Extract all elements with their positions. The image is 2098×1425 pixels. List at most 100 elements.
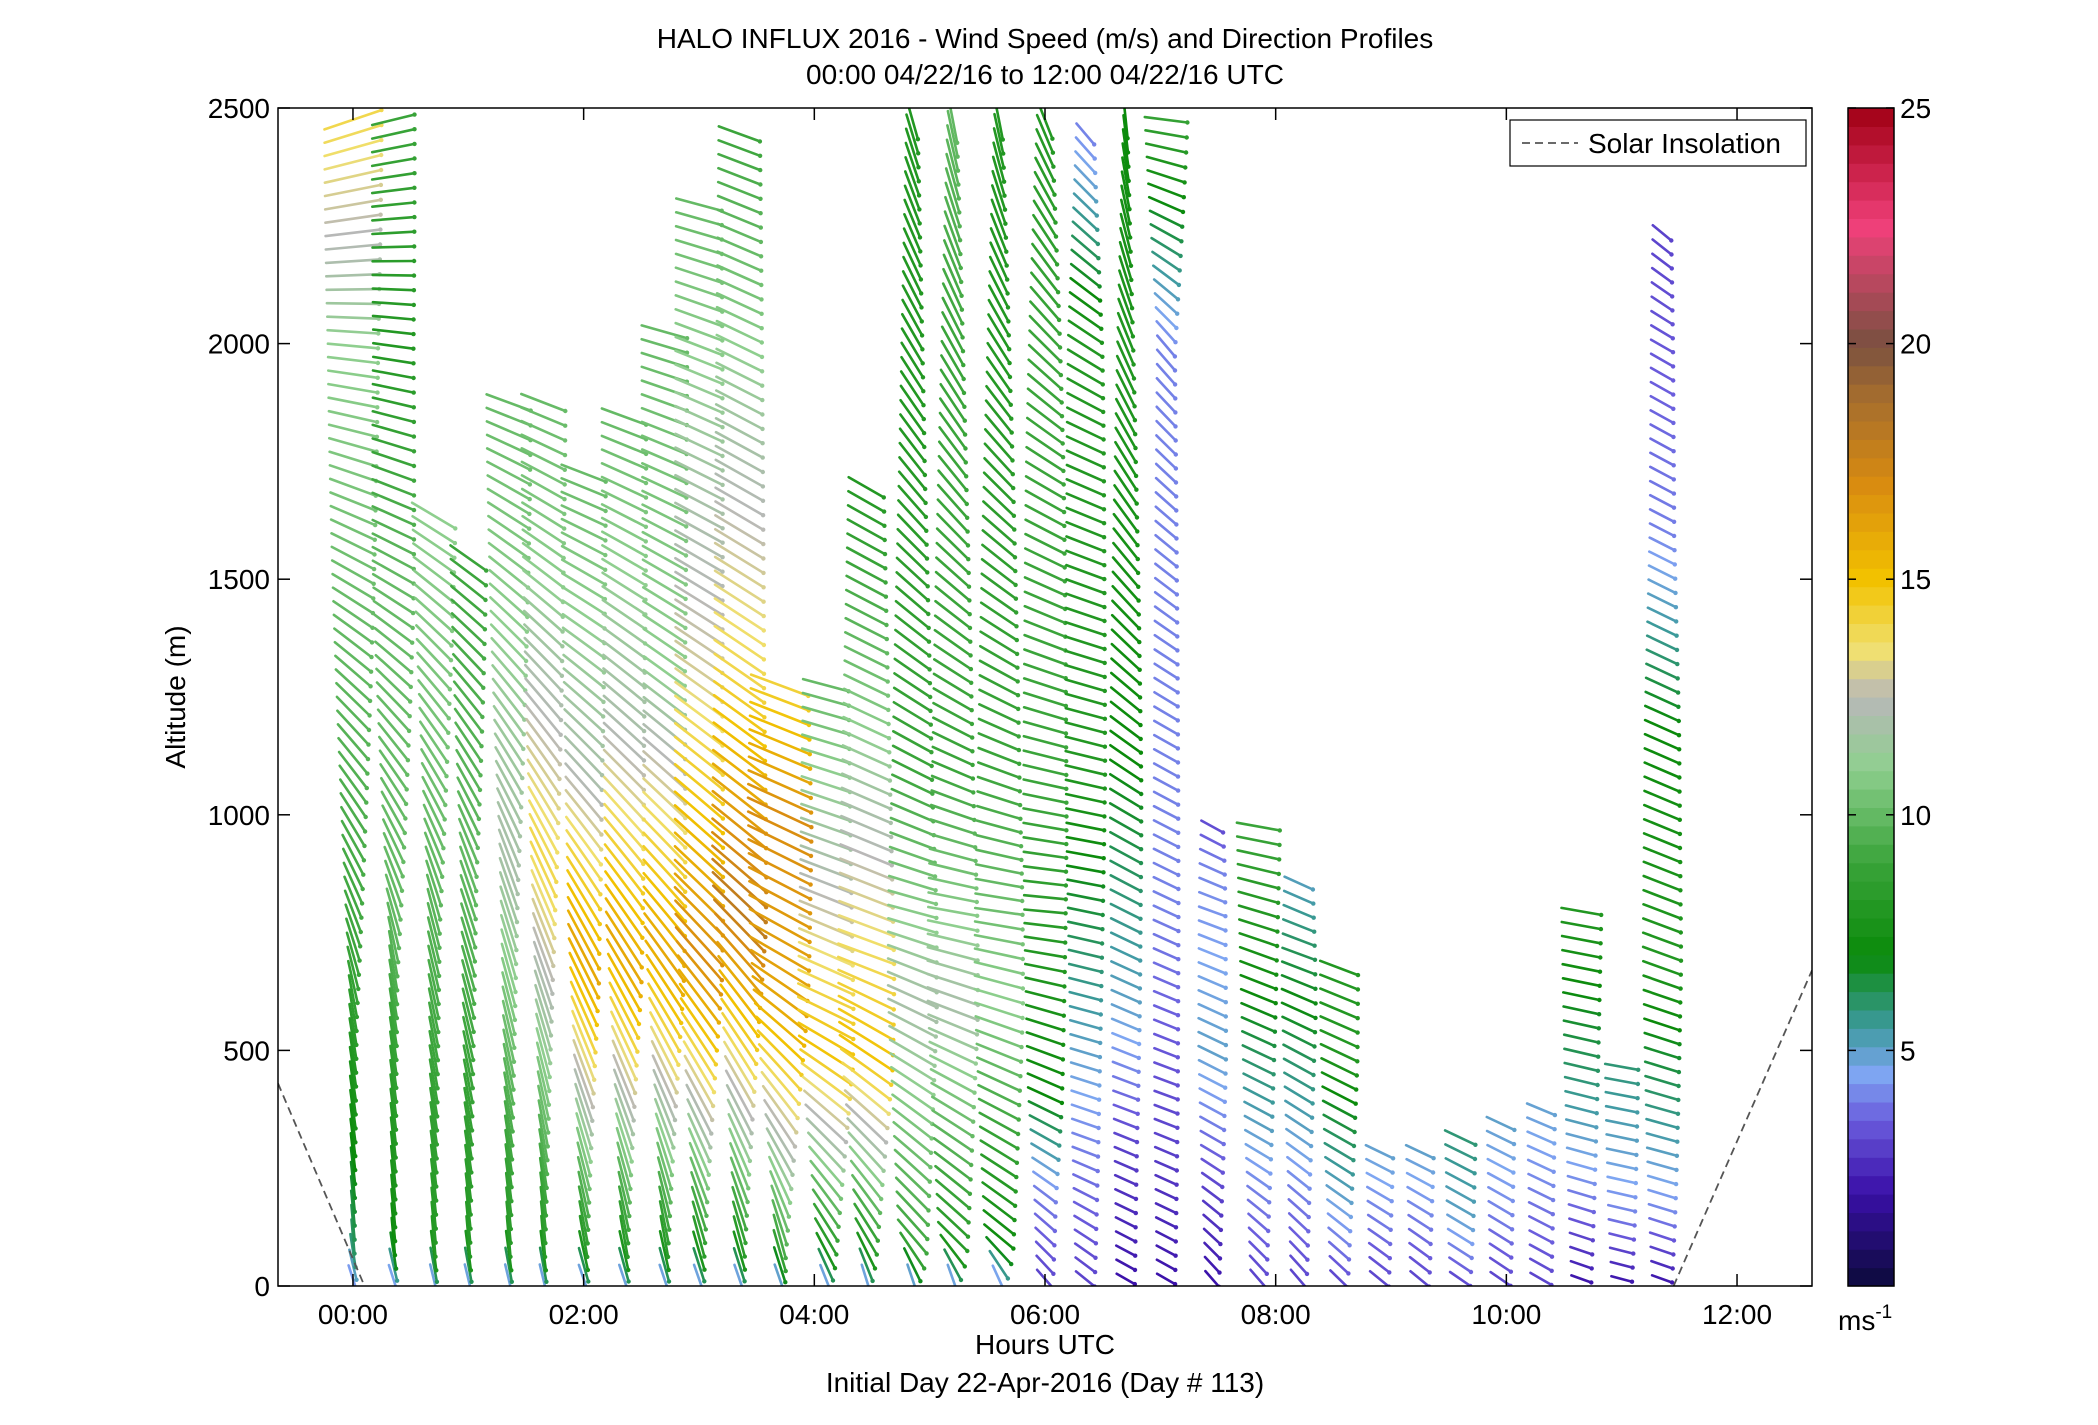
y-tick-label: 1000	[208, 800, 270, 831]
wind-arrow-head	[761, 556, 766, 561]
wind-arrow	[1198, 1087, 1227, 1104]
y-tick-label: 2000	[208, 329, 270, 360]
wind-arrow-head	[1551, 1155, 1557, 1160]
wind-arrow-head	[744, 1213, 749, 1218]
wind-arrow-head	[925, 570, 930, 575]
wind-arrow-head	[1135, 1125, 1140, 1131]
wind-arrow	[538, 1156, 548, 1203]
wind-arrow-head	[1001, 165, 1006, 170]
wind-arrow	[1031, 1156, 1059, 1176]
wind-arrow-head	[761, 642, 767, 648]
wind-arrow-head	[509, 1185, 514, 1190]
wind-arrow	[896, 1218, 928, 1255]
wind-arrow-head	[759, 340, 764, 345]
wind-arrow	[685, 1083, 713, 1135]
wind-arrow	[1325, 1184, 1353, 1205]
wind-arrow	[575, 1126, 592, 1177]
wind-arrow	[655, 1127, 674, 1177]
wind-arrow-head	[442, 817, 447, 822]
wind-arrow-head	[1592, 1167, 1598, 1172]
colorbar-swatch	[1848, 752, 1894, 772]
wind-arrow-head	[1597, 969, 1603, 974]
wind-arrow-head	[755, 1033, 761, 1039]
wind-arrow-head	[1099, 340, 1105, 345]
wind-arrow-head	[925, 1222, 931, 1228]
wind-arrow-head	[891, 1007, 896, 1012]
wind-arrow	[1199, 1115, 1226, 1132]
wind-arrow	[1155, 1272, 1177, 1286]
wind-arrow	[1241, 1058, 1275, 1076]
wind-arrow-head	[1058, 359, 1063, 364]
wind-arrow-head	[1671, 491, 1677, 496]
wind-arrow	[718, 969, 761, 1024]
wind-arrow-head	[1003, 1290, 1007, 1294]
wind-arrow	[561, 572, 607, 601]
wind-arrow	[717, 125, 762, 143]
x-tick-label: 12:00	[1702, 1299, 1772, 1330]
wind-arrow	[717, 166, 762, 186]
wind-arrow	[490, 636, 528, 678]
wind-arrow-head	[1671, 406, 1676, 411]
wind-arrow	[371, 369, 415, 380]
wind-arrow-head	[834, 1252, 839, 1257]
wind-arrow-head	[1100, 396, 1106, 401]
wind-arrow	[939, 368, 966, 409]
wind-arrow-head	[1009, 444, 1015, 449]
wind-arrow	[1147, 182, 1186, 199]
wind-arrow	[941, 311, 965, 353]
colorbar-swatch	[1848, 1249, 1894, 1269]
wind-arrow	[674, 529, 724, 559]
wind-arrow	[327, 396, 379, 409]
wind-arrow-head	[882, 523, 887, 528]
wind-arrow-head	[353, 1098, 358, 1103]
wind-arrow	[927, 1013, 979, 1036]
wind-arrow	[644, 939, 685, 997]
wind-arrow-head	[1134, 487, 1139, 492]
wind-arrow-head	[1006, 319, 1011, 324]
wind-arrow-head	[881, 1168, 886, 1174]
wind-arrow-head	[1101, 423, 1106, 428]
wind-arrow-head	[1133, 473, 1139, 479]
colorbar-frame	[1847, 107, 1895, 1287]
wind-arrow-head	[1598, 926, 1604, 932]
wind-arrow	[612, 1068, 636, 1122]
wind-arrow-head	[1677, 1042, 1682, 1047]
wind-arrow-head	[403, 801, 409, 807]
wind-arrow	[600, 407, 648, 427]
wind-arrow-head	[633, 1077, 639, 1082]
wind-arrow-head	[591, 1091, 596, 1096]
wind-arrow	[330, 545, 376, 571]
wind-arrow	[413, 583, 454, 618]
wind-arrow-head	[1055, 1171, 1060, 1177]
wind-arrow-head	[1097, 284, 1102, 289]
wind-arrow-head	[481, 656, 487, 661]
wind-arrow	[1109, 715, 1142, 741]
wind-arrow	[525, 717, 562, 766]
wind-arrow-head	[1387, 1256, 1393, 1261]
wind-arrow-head	[882, 537, 887, 543]
wind-arrow	[1155, 362, 1177, 386]
wind-arrow-head	[702, 1240, 708, 1246]
wind-arrow	[674, 432, 724, 458]
wind-arrow	[611, 1039, 637, 1095]
wind-arrow-head	[640, 891, 646, 896]
wind-arrow	[1152, 861, 1180, 877]
wind-arrow-head	[961, 390, 967, 396]
wind-arrow-head	[545, 1144, 550, 1149]
wind-arrow-head	[1636, 1067, 1641, 1073]
wind-arrow	[800, 788, 852, 808]
wind-arrow	[1065, 864, 1105, 874]
wind-arrow-head	[1678, 958, 1684, 963]
wind-arrow-head	[966, 557, 971, 562]
wind-arrow	[1154, 1188, 1178, 1201]
wind-arrow	[691, 1200, 707, 1245]
wind-arrow-head	[562, 511, 567, 517]
wind-arrow	[1152, 804, 1180, 821]
wind-arrow	[1198, 890, 1227, 904]
wind-arrow	[1153, 1061, 1180, 1073]
wind-arrow-head	[851, 1036, 856, 1042]
wind-arrow	[330, 531, 376, 556]
wind-arrow	[723, 1055, 755, 1107]
wind-arrow	[1237, 876, 1280, 890]
wind-arrow-head	[1389, 1213, 1394, 1218]
